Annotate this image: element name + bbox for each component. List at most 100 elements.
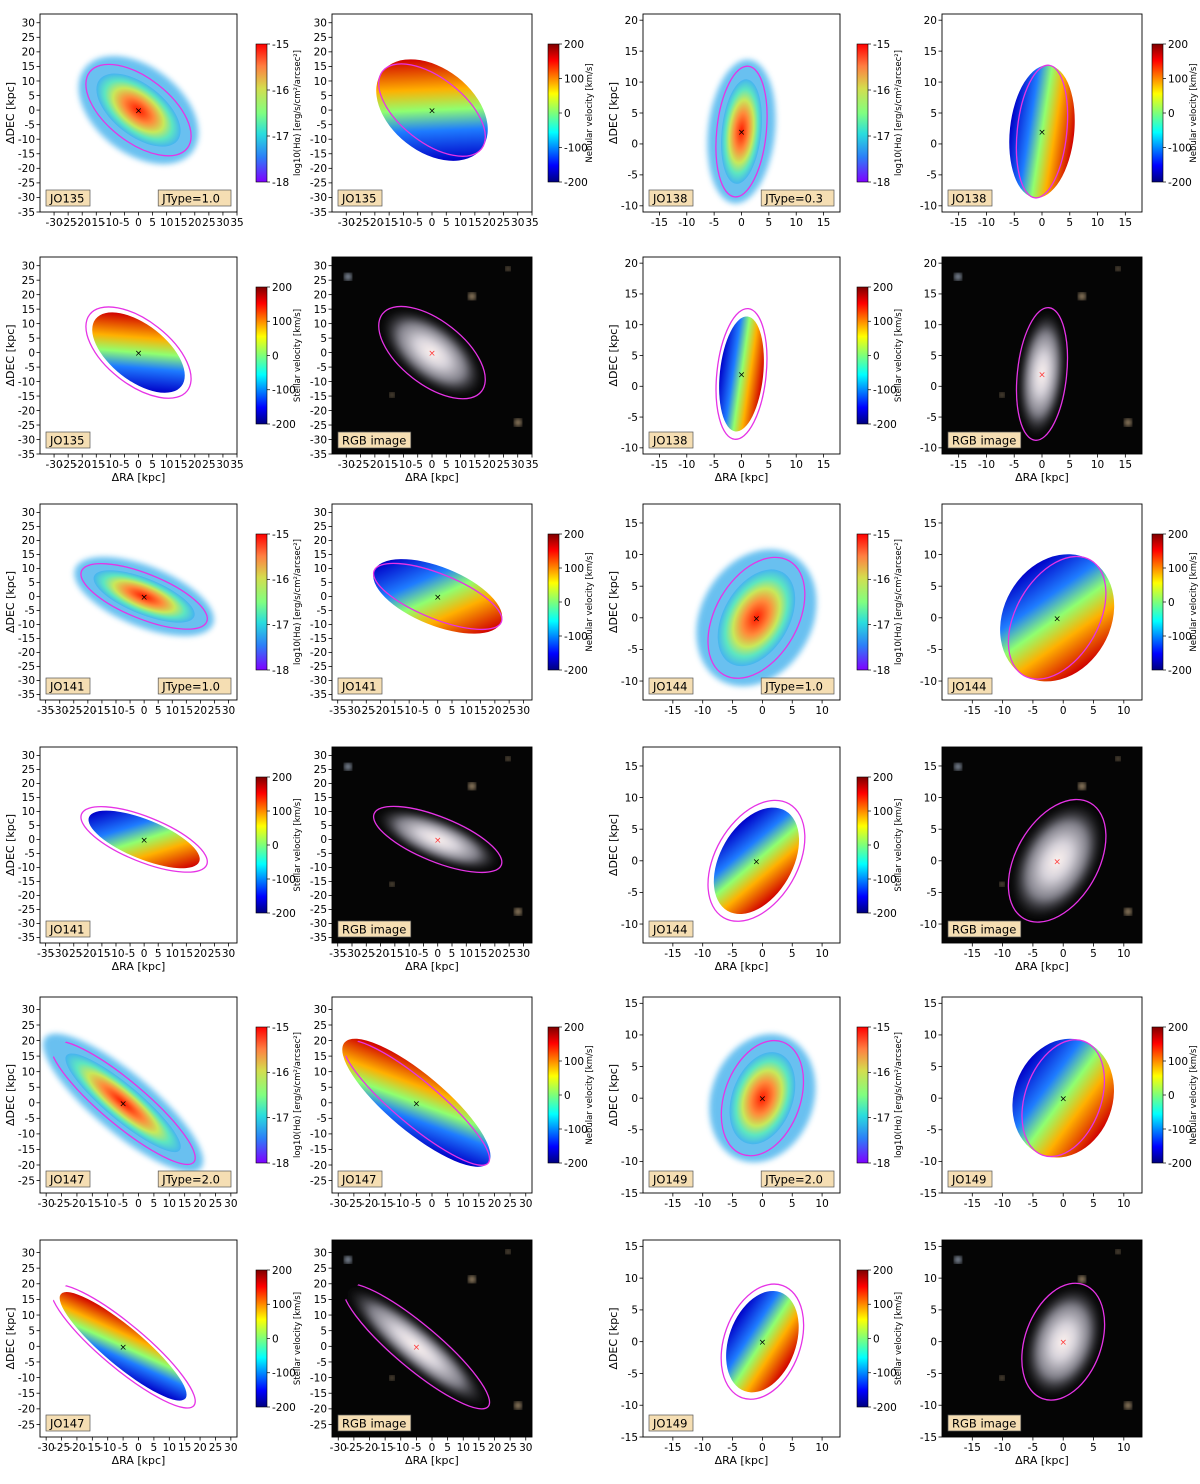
jo135-star-colorbar [255, 286, 268, 425]
jo135-star-xlabel: ΔRA [kpc] [112, 471, 166, 484]
jo141-ha-ytick-label: -25 [18, 661, 35, 673]
jo138-star-ytick-label: -10 [621, 443, 638, 455]
jo135-star-xtick-label: -20 [74, 459, 91, 471]
jo149-star-cb-tick-label: 200 [873, 1265, 893, 1277]
jo149-star-cb-tick-label: 0 [873, 1333, 880, 1345]
jo144-star-cb-tick-label: -200 [873, 908, 897, 920]
jo135-neb-cb-tick-label: 0 [564, 108, 571, 120]
jo135-neb-cb-tick-label: -200 [564, 177, 588, 189]
jo141-neb-xtick-label: 30 [517, 705, 530, 717]
jo138-neb-cb-tick-label: 0 [1168, 108, 1175, 120]
jo138-rgb-xtick-label: 15 [1119, 459, 1132, 471]
jo141-star-xtick-label: -20 [79, 948, 96, 960]
jo135-ha-xtick-label: 30 [216, 217, 229, 229]
jo135-rgb-ytick-label: 0 [320, 347, 327, 359]
jo141-star-ytick-label: 15 [22, 792, 35, 804]
jo144-rgb-xtick-label: -10 [994, 948, 1011, 960]
jo138-neb-xtick-label: 5 [1066, 217, 1073, 229]
jo149-rgb-xtick-label: 5 [1090, 1442, 1097, 1454]
jo144-rgb-xlabel: ΔRA [kpc] [1015, 960, 1069, 973]
jo147-rgb-field-star [344, 1256, 352, 1264]
jo138-star-ytick-label: 5 [631, 350, 638, 362]
jo144-ha-jtype-tag-box [760, 677, 835, 695]
jo138-star-tag-box [648, 431, 694, 449]
jo141-ha-cb-label: log10(Hα) [erg/s/cm²/arcsec²] [293, 539, 303, 665]
jo149-ha-xtick-label: 0 [759, 1198, 766, 1210]
jo141-neb-xtick-label: -30 [343, 705, 360, 717]
jo147-ha-xtick-label: 10 [163, 1198, 176, 1210]
jo135-rgb-xtick-label: -5 [412, 459, 422, 471]
jo149-ha-ytick-label: -15 [621, 1188, 638, 1200]
jo135-star-xtick-label: 20 [188, 459, 201, 471]
jo138-star-xtick-label: -10 [678, 459, 695, 471]
jo138-neb-cb-tick-label: 100 [1168, 73, 1188, 85]
jo138-ha-tag-text: JO138 [652, 192, 687, 206]
jo147-ha-xtick-label: -5 [118, 1198, 128, 1210]
jo135-ha-xtick-label: 0 [135, 217, 142, 229]
jo149-star-ytick-label: 5 [631, 1305, 638, 1317]
jo135-ha-cb-tick-label: -16 [272, 85, 289, 97]
jo144-neb-xtick-label: -5 [1028, 705, 1038, 717]
jo141-star-tag-text: JO141 [49, 923, 84, 937]
jo149-ha-cb-label: log10(Hα) [erg/s/cm²/arcsec²] [894, 1032, 904, 1158]
jo144-star-frame [642, 746, 841, 944]
jo144-rgb-contour [1007, 798, 1107, 923]
jo147-neb-xtick-label: -15 [377, 1198, 394, 1210]
jo147-ha-cb-tick-label: -16 [272, 1067, 289, 1079]
jo138-star-xtick-label: 5 [766, 459, 773, 471]
jo144-neb-frame [941, 503, 1143, 701]
jo149-ha-ylabel: ΔDEC [kpc] [607, 1064, 620, 1126]
jo147-rgb-xtick-label: -5 [411, 1442, 421, 1454]
jo149-star-velocity-field [726, 1290, 799, 1393]
jo147-ha-cb-tick-label: -18 [272, 1158, 289, 1170]
jo141-neb-colorbar [547, 533, 560, 671]
jo147-star-ytick-label: 5 [28, 1325, 35, 1337]
jo141-star-xtick-label: 25 [208, 948, 221, 960]
jo147-ha-xtick-label: -20 [68, 1198, 85, 1210]
jo149-star-xtick-label: 10 [815, 1442, 828, 1454]
jo141-star-xtick-label: -25 [65, 948, 82, 960]
jo144-star-centre-mark: × [753, 857, 761, 867]
jo147-star-ytick-label: 15 [22, 1294, 35, 1306]
jo149-neb-cb-tick-label: -200 [1168, 1158, 1192, 1170]
jo135-ha-ytick-label: -35 [18, 207, 35, 219]
jo138-star-contour [715, 307, 768, 440]
jo135-star-ytick-label: -5 [25, 362, 35, 374]
jo144-star-cb-tick-label: -100 [873, 874, 897, 886]
jo144-rgb-ytick-label: 5 [930, 824, 937, 836]
jo141-rgb-xtick-label: 30 [517, 948, 530, 960]
jo144-neb-cb-tick-label: -200 [1168, 665, 1192, 677]
jo135-neb-map [376, 59, 488, 161]
jo135-neb-cb-label: Nebular velocity [km/s] [585, 63, 595, 162]
jo141-rgb-tag-text: RGB image [342, 923, 406, 937]
jo144-rgb-xtick-label: -5 [1028, 948, 1038, 960]
jo147-star-cb-label: Stellar velocity [km/s] [293, 1292, 303, 1385]
jo138-star-xtick-label: 0 [738, 459, 745, 471]
jo141-star-ytick-label: -15 [18, 876, 35, 888]
jo135-neb-xtick-label: -20 [366, 217, 383, 229]
jo149-ha-xtick-label: -5 [727, 1198, 737, 1210]
jo135-ha-ytick-label: 10 [22, 76, 35, 88]
jo138-neb-contour [1015, 64, 1069, 199]
jo147-rgb-ytick-label: 30 [314, 1247, 327, 1259]
jo147-star-cb-tick-label: -200 [272, 1402, 296, 1414]
jo135-star-xtick-label: 25 [202, 459, 215, 471]
jo149-neb-frame [941, 996, 1143, 1194]
jo138-star-xtick-label: 10 [790, 459, 803, 471]
jo147-neb-tag-text: JO147 [341, 1173, 376, 1187]
jo147-rgb-ytick-label: 25 [314, 1263, 327, 1275]
jo141-star-xtick-label: -10 [107, 948, 124, 960]
jo141-rgb-ytick-label: 25 [314, 764, 327, 776]
jo144-rgb-centre-mark: × [1053, 857, 1061, 867]
jo138-ha-contour [715, 65, 768, 198]
jo144-star-cb-tick-label: 100 [873, 806, 893, 818]
jo141-neb-xtick-label: 5 [449, 705, 456, 717]
jo144-star-ytick-label: 5 [631, 824, 638, 836]
jo138-ha-ytick-label: 15 [625, 46, 638, 58]
jo135-neb-colorbar [547, 43, 560, 183]
jo135-rgb-ytick-label: -15 [310, 391, 327, 403]
jo138-rgb-centre-mark: × [1038, 370, 1046, 380]
jo149-star-ytick-label: -15 [621, 1432, 638, 1444]
jo138-star-velocity-field [719, 316, 764, 432]
jo141-star-ytick-label: -35 [18, 932, 35, 944]
